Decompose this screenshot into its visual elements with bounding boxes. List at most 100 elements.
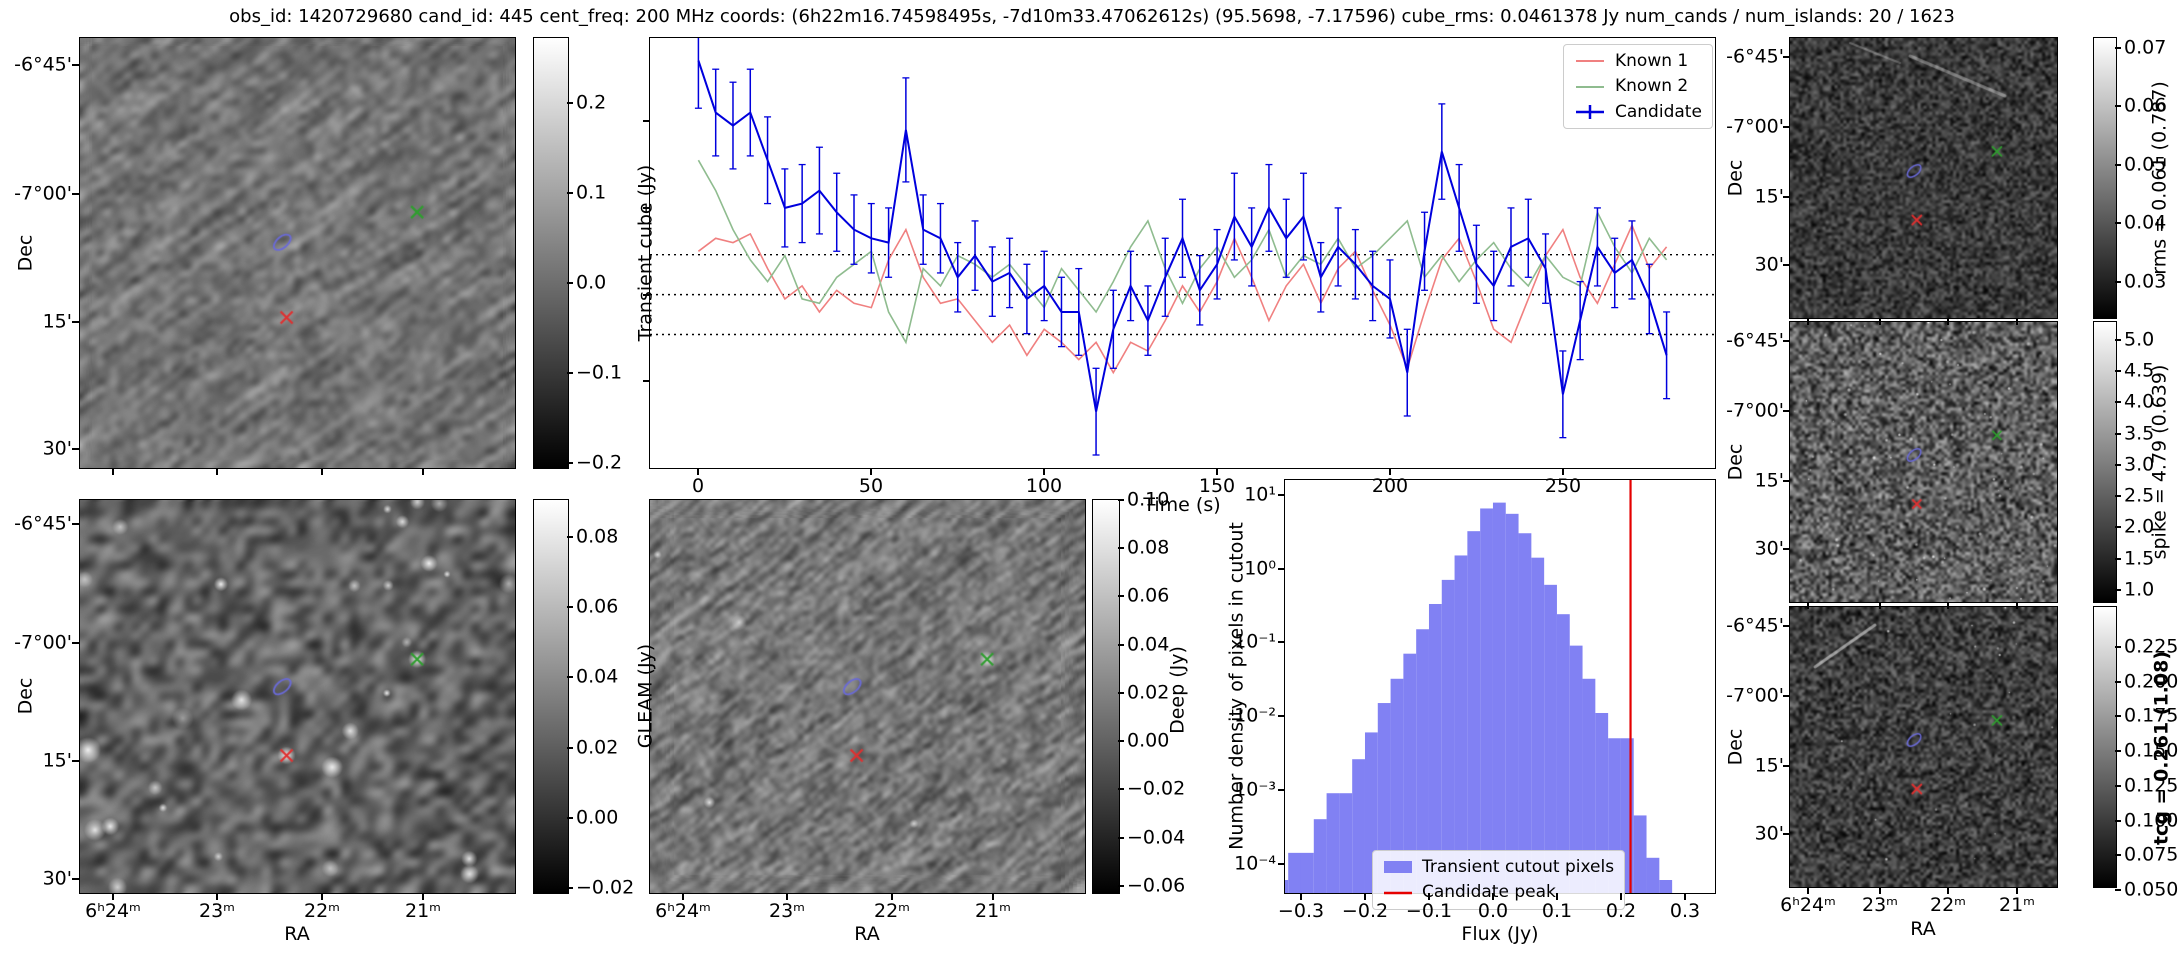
tick-mark	[1278, 568, 1284, 570]
legend-label: Known 2	[1615, 76, 1689, 97]
tick-label: 0.3	[1669, 900, 1701, 922]
tick-mark	[2016, 602, 2018, 609]
tick-mark	[1278, 494, 1284, 496]
tick-mark	[1879, 887, 1881, 894]
tick-label: -6°45'	[1726, 614, 1784, 637]
tick-mark	[321, 893, 323, 900]
tick-label: 0.06	[2124, 94, 2167, 117]
tick-mark	[2115, 854, 2121, 856]
tick-mark	[2115, 889, 2121, 891]
deep-colorbar	[1092, 499, 1120, 894]
tick-label: −0.3	[1277, 900, 1325, 922]
tick-label: 0.02	[576, 736, 619, 759]
deep-colorbar-label: Deep (Jy)	[1166, 646, 1189, 734]
tick-label: 15'	[1754, 754, 1784, 777]
tick-label: 23ᵐ	[1861, 894, 1899, 916]
transient-colorbar-label: Transient cube (Jy)	[634, 164, 657, 342]
tick-label: −0.2	[576, 451, 623, 474]
tick-label: 10⁻²	[1234, 704, 1276, 727]
gleam-cutout-panel	[79, 499, 516, 894]
tick-label: -7°00'	[14, 631, 72, 654]
tick-label: 21ᵐ	[404, 900, 442, 922]
legend-entry-known2: Known 2	[1574, 76, 1702, 96]
tick-label: −0.02	[1127, 777, 1186, 800]
tick-label: 0.04	[2124, 211, 2167, 234]
tick-label: 0.200	[2124, 670, 2179, 693]
tick-label: 2.5	[2124, 484, 2155, 507]
tick-label: 0.05	[2124, 153, 2167, 176]
tick-label: 15'	[42, 749, 72, 772]
tick-mark	[1947, 887, 1949, 894]
tick-label: 30'	[42, 437, 72, 460]
tick-mark	[216, 893, 218, 900]
tick-mark	[643, 380, 649, 382]
lightcurve-panel	[649, 37, 1716, 469]
tick-mark	[2115, 646, 2121, 648]
gleam-cutout-image	[80, 500, 515, 893]
tick-mark	[1783, 264, 1790, 266]
tick-label: 0.225	[2124, 635, 2179, 658]
tick-mark	[2115, 339, 2121, 341]
tick-label: 0.075	[2124, 843, 2179, 866]
tick-label: 22ᵐ	[1929, 894, 1967, 916]
histogram-legend: Transient cutout pixels Candidate peak	[1372, 850, 1626, 910]
tick-mark	[1879, 318, 1881, 325]
tick-label: 0.050	[2124, 878, 2179, 901]
tick-mark	[72, 642, 79, 644]
tick-label: 200	[1371, 475, 1409, 497]
tick-mark	[1807, 318, 1809, 325]
tick-mark	[1947, 318, 1949, 325]
tick-label: -7°00'	[14, 182, 72, 205]
tick-mark	[697, 468, 699, 475]
tick-mark	[1364, 893, 1366, 900]
tick-label: 0.08	[576, 525, 619, 548]
tick-mark	[2016, 887, 2018, 894]
tcg-cutout-image	[1790, 607, 2057, 887]
tick-mark	[567, 606, 573, 608]
ra-axis-label: RA	[854, 923, 880, 945]
tick-mark	[112, 468, 114, 475]
tick-mark	[1492, 893, 1494, 900]
tick-mark	[643, 207, 649, 209]
tick-mark	[567, 372, 573, 374]
tick-label: 100	[1025, 475, 1063, 497]
tick-mark	[1118, 885, 1124, 887]
rms-cutout-panel	[1789, 37, 2058, 319]
ra-axis-label: RA	[1910, 918, 1936, 940]
transient-cutout-panel	[79, 37, 516, 469]
tick-mark	[112, 893, 114, 900]
tick-label: 0.04	[576, 665, 619, 688]
tick-label: 0.0	[1477, 900, 1509, 922]
tick-mark	[1783, 625, 1790, 627]
tick-mark	[567, 192, 573, 194]
tcg-colorbar	[2093, 606, 2117, 888]
tick-mark	[2115, 820, 2121, 822]
lightcurve-plot	[650, 38, 1715, 456]
tick-label: 3.5	[2124, 422, 2155, 445]
tick-label: 30'	[1754, 822, 1784, 845]
tick-label: 0.03	[2124, 270, 2167, 293]
tick-label: 150	[1198, 475, 1236, 497]
tick-mark	[1783, 833, 1790, 835]
tick-label: 250	[1544, 475, 1582, 497]
time-axis-label: Time (s)	[1143, 494, 1221, 516]
tick-mark	[1278, 863, 1284, 865]
tick-label: −0.04	[1127, 826, 1186, 849]
tick-label: 0.02	[1127, 681, 1170, 704]
tick-label: 23ᵐ	[768, 900, 806, 922]
tick-mark	[870, 468, 872, 475]
tick-mark	[2115, 164, 2121, 166]
legend-label: Known 1	[1615, 51, 1689, 71]
tick-mark	[1118, 740, 1124, 742]
tick-label: -7°00'	[1726, 684, 1784, 707]
tick-label: 0.1	[1541, 900, 1573, 922]
tick-mark	[567, 536, 573, 538]
tick-label: 0.08	[1127, 536, 1170, 559]
tick-label: 0.1	[576, 181, 607, 204]
tick-mark	[1783, 126, 1790, 128]
tick-mark	[2115, 281, 2121, 283]
tick-mark	[1118, 644, 1124, 646]
tick-mark	[2115, 681, 2121, 683]
tick-mark	[992, 893, 994, 900]
spike-cutout-panel	[1789, 321, 2058, 603]
